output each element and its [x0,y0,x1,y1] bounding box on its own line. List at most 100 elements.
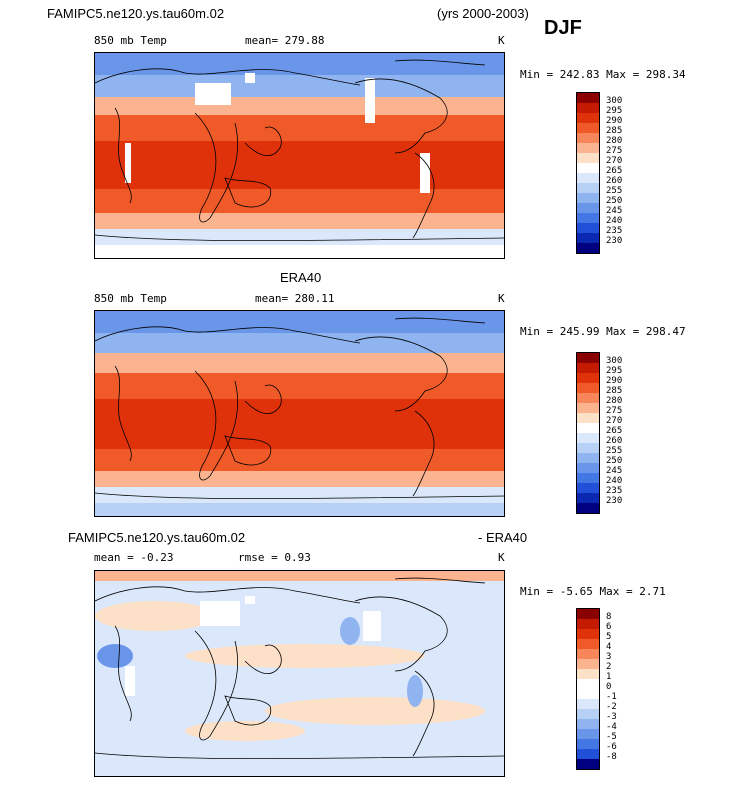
panel3-map [94,570,505,777]
colorbar-tick-label: 260 [606,176,623,186]
colorbar-swatch [577,473,599,483]
colorbar-swatch [577,629,599,639]
colorbar-swatch [577,619,599,629]
panel2-minmax: Min = 245.99 Max = 298.47 [520,325,686,338]
colorbar-tick-label: 260 [606,436,623,446]
colorbar-tick-label: 290 [606,376,623,386]
colorbar-tick-label: 8 [606,612,612,622]
colorbar-swatch [577,659,599,669]
colorbar-swatch [577,739,599,749]
colorbar-tick-label: 285 [606,126,623,136]
colorbar-swatch [577,433,599,443]
colorbar-tick-label: 250 [606,196,623,206]
colorbar-tick-label: 235 [606,486,623,496]
colorbar-tick-label: -5 [606,732,617,742]
colorbar-tick-label: 270 [606,156,623,166]
colorbar-swatch [577,453,599,463]
colorbar-swatch [577,393,599,403]
colorbar-swatch [577,183,599,193]
colorbar-tick-label: 295 [606,366,623,376]
panel3-title-left: FAMIPC5.ne120.ys.tau60m.02 [68,530,246,545]
colorbar-swatch [577,463,599,473]
colorbar-swatch [577,669,599,679]
colorbar-swatch [577,649,599,659]
colorbar-tick-label: 265 [606,166,623,176]
colorbar-swatch [577,133,599,143]
colorbar-tick-label: 4 [606,642,612,652]
colorbar-swatch [577,609,599,619]
colorbar-swatch [577,719,599,729]
colorbar-swatch [577,233,599,243]
panel3-mean: mean = -0.23 [94,551,174,564]
colorbar-swatch [577,93,599,103]
panel1-mean: mean= 279.88 [245,34,325,47]
colorbar-tick-label: 265 [606,426,623,436]
colorbar-tick-label: 250 [606,456,623,466]
panel1-map [94,52,505,259]
colorbar-swatch [577,143,599,153]
colorbar-swatch [577,483,599,493]
colorbar-swatch [577,203,599,213]
colorbar-tick-label: 255 [606,446,623,456]
colorbar-tick-label: -6 [606,742,617,752]
colorbar-tick-label: 245 [606,466,623,476]
colorbar-tick-label: 5 [606,632,612,642]
colorbar-swatch [577,213,599,223]
colorbar-tick-label: 270 [606,416,623,426]
colorbar-swatch [577,639,599,649]
colorbar-tick-label: 240 [606,216,623,226]
panel2-title: ERA40 [280,270,322,285]
panel1-minmax: Min = 242.83 Max = 298.34 [520,68,686,81]
panel3-minmax: Min = -5.65 Max = 2.71 [520,585,666,598]
colorbar-tick-label: 295 [606,106,623,116]
panel2-units: K [498,292,505,305]
season-label: DJF [544,17,582,39]
panel2-colorbar [576,352,600,514]
colorbar-tick-label: 275 [606,406,623,416]
panel3-colorbar [576,608,600,770]
panel1-units: K [498,34,505,47]
colorbar-tick-label: 280 [606,396,623,406]
panel1-colorbar [576,92,600,254]
colorbar-swatch [577,193,599,203]
colorbar-swatch [577,749,599,759]
colorbar-tick-label: 285 [606,386,623,396]
colorbar-tick-label: 6 [606,622,612,632]
colorbar-tick-label: -8 [606,752,617,762]
panel2-field: 850 mb Temp [94,292,167,305]
panel3-units: K [498,551,505,564]
colorbar-tick-label: 235 [606,226,623,236]
years-label: (yrs 2000-2003) [437,6,529,21]
colorbar-swatch [577,373,599,383]
colorbar-swatch [577,679,599,689]
colorbar-swatch [577,113,599,123]
colorbar-tick-label: 240 [606,476,623,486]
colorbar-swatch [577,163,599,173]
panel3-title-right: - ERA40 [478,530,528,545]
panel2-map [94,310,505,517]
panel3-rmse: rmse = 0.93 [238,551,311,564]
colorbar-tick-label: 290 [606,116,623,126]
colorbar-tick-label: 300 [606,356,623,366]
colorbar-swatch [577,759,599,769]
colorbar-swatch [577,173,599,183]
colorbar-swatch [577,403,599,413]
colorbar-swatch [577,123,599,133]
colorbar-swatch [577,493,599,503]
colorbar-tick-label: 2 [606,662,612,672]
panel2-mean: mean= 280.11 [255,292,335,305]
colorbar-swatch [577,223,599,233]
colorbar-swatch [577,363,599,373]
colorbar-tick-label: -1 [606,692,617,702]
colorbar-tick-label: -4 [606,722,617,732]
colorbar-swatch [577,423,599,433]
colorbar-swatch [577,729,599,739]
colorbar-tick-label: -2 [606,702,617,712]
colorbar-tick-label: 245 [606,206,623,216]
colorbar-tick-label: 300 [606,96,623,106]
colorbar-tick-label: 275 [606,146,623,156]
colorbar-swatch [577,243,599,253]
colorbar-tick-label: 280 [606,136,623,146]
colorbar-tick-label: 230 [606,496,623,506]
colorbar-swatch [577,689,599,699]
